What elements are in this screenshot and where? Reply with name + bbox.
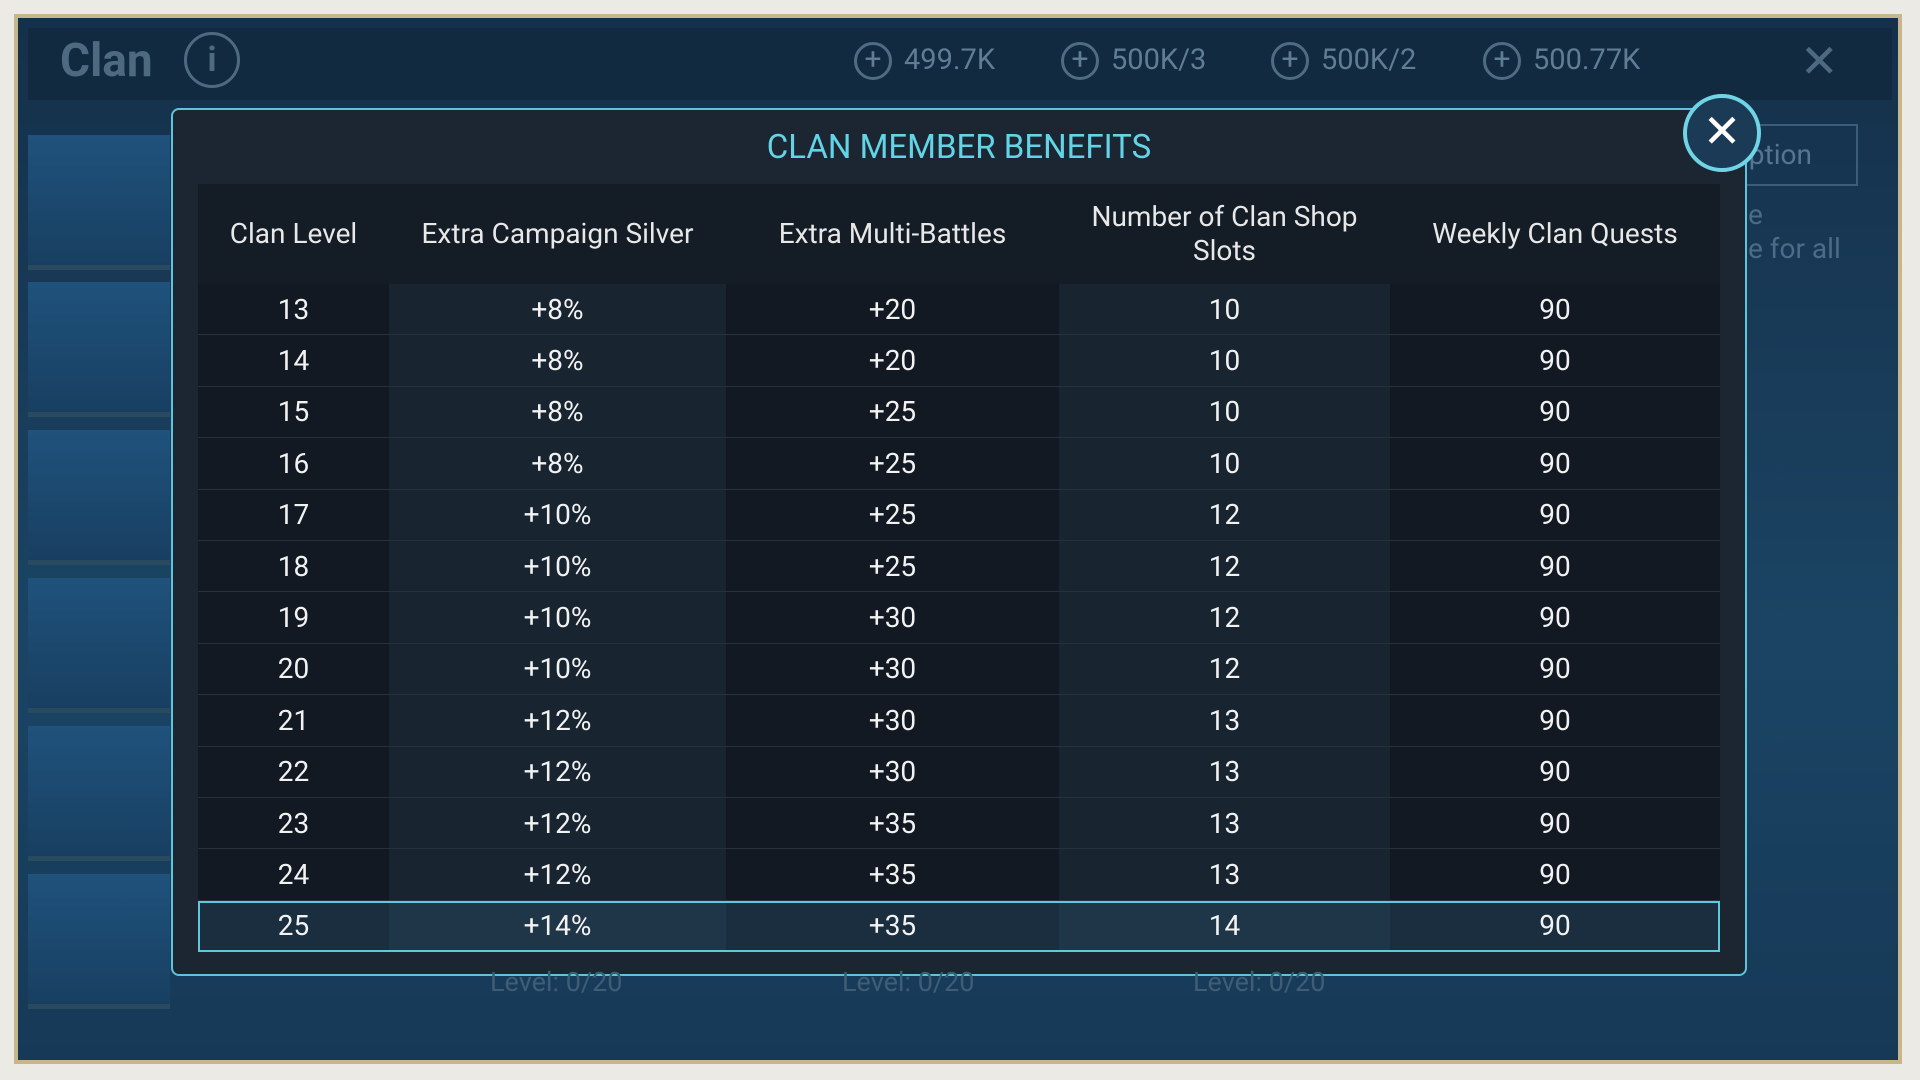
table-cell: 90 [1390,335,1720,387]
table-cell: +8% [389,284,726,336]
table-cell: 15 [198,386,389,439]
table-cell: +12% [389,798,726,850]
table-cell: 12 [1059,541,1390,593]
table-cell: +35 [726,798,1059,850]
column-header: Clan Level [229,217,358,250]
table-cell: 13 [1059,695,1390,747]
table-cell: +12% [389,695,726,747]
table-cell: +10% [389,489,726,541]
table-cell: +12% [389,746,726,798]
table-cell: +20 [726,335,1059,387]
table-cell: 90 [1390,643,1720,696]
table-cell: 13 [1059,849,1390,901]
table-cell: 90 [1390,438,1720,490]
table-cell: 12 [1059,643,1390,696]
side-tab[interactable] [28,726,170,861]
side-tab[interactable] [28,874,170,1009]
side-tab[interactable] [28,430,170,565]
table-cell: +30 [726,695,1059,747]
bg-level: Level: 0/20 [842,966,975,998]
table-cell: +30 [726,746,1059,798]
table-cell: 17 [198,489,389,541]
table-cell: 10 [1059,284,1390,336]
table-cell: 20 [198,643,389,696]
modal-title: CLAN MEMBER BENEFITS [766,128,1152,167]
bg-text: e [1748,198,1763,231]
table-cell: 10 [1059,335,1390,387]
bg-text: e for all [1748,232,1841,265]
bg-level: Level: 0/20 [490,966,623,998]
info-button[interactable]: i [184,32,240,88]
table-cell: 14 [198,335,389,387]
add-currency[interactable]: + [1061,42,1099,80]
table-cell: +10% [389,643,726,696]
table-cell: 13 [1059,746,1390,798]
table-cell: 90 [1390,695,1720,747]
add-currency[interactable]: + [1483,42,1521,80]
table-cell: +25 [726,489,1059,541]
add-currency[interactable]: + [1271,42,1309,80]
table-cell: +10% [389,541,726,593]
table-cell: 10 [1059,438,1390,490]
header-title: Clan [60,34,153,88]
currency-amount: 500K/3 [1111,43,1207,77]
table-cell: 14 [1059,900,1390,953]
table-cell: 90 [1390,489,1720,541]
table-cell: 22 [198,746,389,798]
table-cell: 90 [1390,592,1720,644]
column-header: Weekly Clan Quests [1432,217,1678,250]
currency-amount: 499.7K [904,43,996,77]
column-header: Number of Clan Shop Slots [1091,200,1358,267]
side-tab[interactable] [28,578,170,713]
table-cell: 23 [198,798,389,850]
add-currency[interactable]: + [854,42,892,80]
table-cell: 90 [1390,284,1720,336]
table-cell: 90 [1390,746,1720,798]
table-cell: +35 [726,849,1059,901]
table-cell: 90 [1390,849,1720,901]
column-header: Extra Campaign Silver [421,217,694,250]
table-cell: 90 [1390,798,1720,850]
table-cell: +8% [389,335,726,387]
table-cell: +25 [726,386,1059,439]
side-tab[interactable] [28,135,170,270]
table-cell: 12 [1059,592,1390,644]
currency-amount: 500K/2 [1321,43,1417,77]
modal-close[interactable]: ✕ [1683,94,1761,172]
table-cell: 12 [1059,489,1390,541]
table-cell: 90 [1390,541,1720,593]
table-cell: +30 [726,592,1059,644]
table-cell: +8% [389,386,726,439]
table-header-bg [198,184,1720,284]
table-cell: 16 [198,438,389,490]
table-cell: 21 [198,695,389,747]
table-cell: +14% [389,900,726,953]
bg-level: Level: 0/20 [1193,966,1326,998]
table-cell: 13 [1059,798,1390,850]
table-cell: +25 [726,438,1059,490]
table-cell: +12% [389,849,726,901]
table-cell: 19 [198,592,389,644]
currency-amount: 500.77K [1533,43,1641,77]
column-header: Extra Multi-Battles [778,217,1007,250]
close-screen[interactable]: ✕ [1800,35,1839,89]
top-bar [28,28,1892,100]
table-cell: +8% [389,438,726,490]
table-cell: 10 [1059,386,1390,439]
table-cell: +25 [726,541,1059,593]
side-tab[interactable] [28,282,170,417]
table-cell: 13 [198,284,389,336]
table-cell: 25 [198,900,389,953]
table-cell: 18 [198,541,389,593]
table-cell: +10% [389,592,726,644]
highlight-row [198,900,1720,953]
table-cell: 90 [1390,386,1720,439]
table-cell: 24 [198,849,389,901]
table-cell: +30 [726,643,1059,696]
table-cell: +20 [726,284,1059,336]
